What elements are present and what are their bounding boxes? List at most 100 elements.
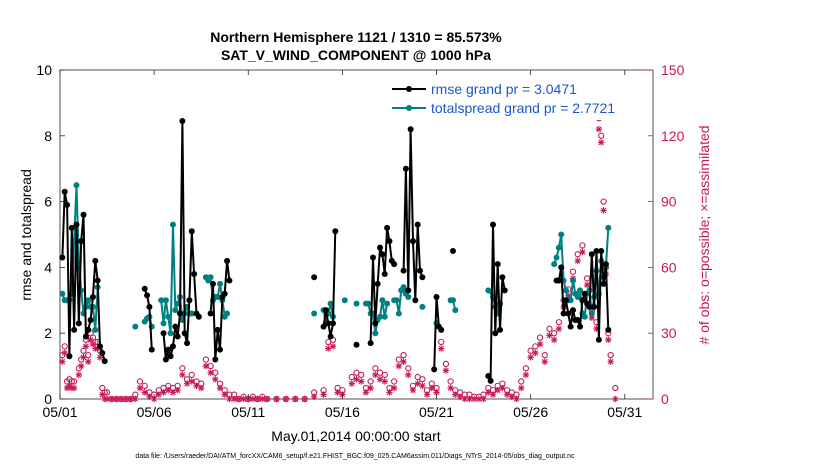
obs-assimilated-point: [263, 395, 271, 403]
obs-assimilated-stroke: [188, 378, 195, 385]
obs-assimilated-point: [197, 384, 205, 392]
rmse-point: [325, 320, 332, 327]
spread-point: [167, 330, 174, 337]
spread-point: [485, 287, 492, 294]
x-axis-label: May.01,2014 00:00:00 start: [271, 428, 441, 444]
obs-assimilated-point: [202, 362, 210, 370]
obs-assimilated-point: [518, 384, 525, 392]
rmse-point: [221, 290, 228, 297]
obs-assimilated-point: [207, 369, 214, 376]
obs-assimilated-stroke: [132, 396, 139, 402]
rmse-point: [174, 333, 181, 340]
rmse-point: [186, 297, 193, 304]
spread-point: [365, 300, 372, 307]
rmse-point: [172, 323, 179, 330]
obs-assimilated-stroke: [367, 385, 374, 391]
obs-assimilated-point: [536, 340, 544, 348]
obs-assimilated-stroke: [78, 363, 84, 369]
obs-assimilated-stroke: [254, 396, 261, 402]
obs-assimilated-stroke: [504, 391, 510, 398]
spread-point: [581, 313, 588, 320]
y-right-tick-label: 0: [661, 391, 669, 407]
rmse-point: [414, 221, 421, 228]
rmse-point: [59, 254, 66, 261]
obs-assimilated-stroke: [447, 385, 454, 391]
obs-assimilated-point: [70, 384, 78, 392]
rmse-point: [184, 340, 191, 347]
obs-possible-point: [541, 351, 548, 359]
rmse-point: [494, 261, 501, 268]
obs-possible-point: [600, 198, 607, 205]
spread-point: [393, 297, 400, 304]
obs-possible-point: [70, 378, 78, 385]
spread-point: [605, 224, 612, 231]
spread-point: [207, 274, 214, 281]
rmse-point: [160, 330, 167, 337]
rmse-point: [374, 280, 381, 287]
obs-assimilated-stroke: [212, 376, 219, 383]
spread-point: [377, 313, 384, 320]
obs-assimilated-point: [334, 389, 341, 396]
obs-assimilated-stroke: [598, 139, 605, 146]
obs-assimilated-point: [325, 345, 332, 352]
rmse-point: [562, 297, 569, 304]
obs-possible-point: [447, 378, 454, 385]
obs-assimilated-stroke: [438, 345, 445, 352]
obs-assimilated-stroke: [127, 396, 134, 402]
obs-assimilated-stroke: [443, 367, 449, 374]
spread-point: [452, 307, 459, 314]
rmse-point: [92, 257, 99, 264]
obs-assimilated-stroke: [104, 396, 110, 402]
rmse-point: [372, 320, 379, 327]
obs-assimilated-point: [77, 362, 85, 370]
obs-assimilated-stroke: [400, 358, 407, 365]
obs-assimilated-stroke: [480, 396, 487, 402]
spread-point: [384, 300, 391, 307]
obs-assimilated-stroke: [537, 341, 543, 347]
obs-assimilated-stroke: [410, 387, 416, 394]
obs-assimilated-point: [600, 207, 607, 214]
rmse-point: [438, 326, 445, 333]
obs-assimilated-stroke: [349, 380, 355, 387]
obs-assimilated-stroke: [146, 394, 153, 400]
rmse-point: [141, 285, 148, 292]
spread-point: [555, 244, 562, 251]
chart-title-group: Northern Hemisphere 1121 / 1310 = 85.573…: [210, 29, 502, 63]
obs-possible-point: [391, 378, 398, 385]
obs-possible-point: [202, 356, 210, 363]
obs-assimilated-stroke: [259, 396, 266, 402]
rmse-point: [577, 323, 584, 330]
rmse-point: [73, 221, 80, 228]
obs-assimilated-stroke: [283, 396, 289, 402]
obs-assimilated-point: [409, 387, 417, 394]
spread-point: [577, 287, 584, 294]
obs-assimilated-point: [489, 391, 497, 398]
legend-rmse-marker: [406, 86, 412, 92]
obs-possible-point: [579, 242, 586, 249]
rmse-point: [598, 247, 605, 254]
rmse-point: [329, 320, 336, 327]
rmse-point: [64, 201, 71, 208]
obs-assimilated-point: [179, 371, 186, 379]
rmse-point: [449, 247, 456, 254]
obs-possible-point: [358, 371, 365, 379]
obs-assimilated-stroke: [325, 345, 332, 352]
obs-assimilated-point: [132, 395, 139, 403]
rmse-series-line: [162, 120, 200, 361]
obs-assimilated-stroke: [61, 350, 68, 356]
rmse-point: [400, 267, 407, 274]
obs-assimilated-stroke: [381, 378, 388, 385]
obs-assimilated-point: [605, 336, 612, 343]
obs-assimilated-stroke: [433, 389, 440, 396]
obs-assimilated-stroke: [574, 258, 581, 264]
obs-assimilated-point: [136, 384, 144, 392]
obs-assimilated-stroke: [108, 396, 115, 402]
obs-assimilated-stroke: [137, 385, 143, 391]
obs-assimilated-stroke: [320, 391, 327, 398]
rmse-point: [169, 343, 176, 350]
spread-point: [214, 294, 221, 301]
rmse-point: [94, 277, 101, 284]
rmse-point: [407, 126, 414, 133]
obs-assimilated-point: [310, 393, 318, 401]
